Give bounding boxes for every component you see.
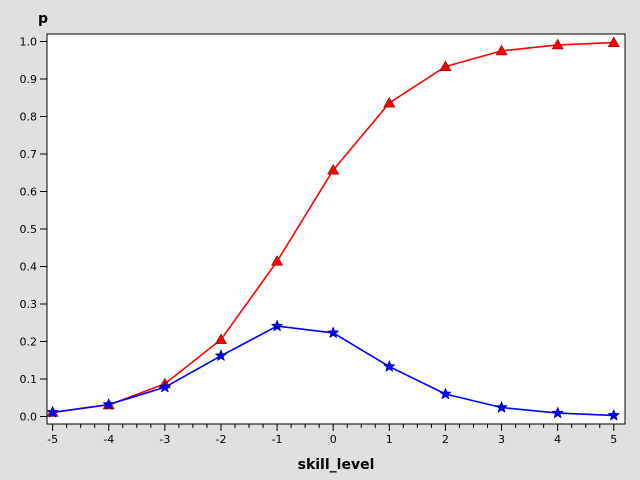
series-layer xyxy=(46,36,621,421)
x-tick-label: 3 xyxy=(498,433,505,446)
y-tick-label: 0.8 xyxy=(20,111,38,124)
y-axis-label: p xyxy=(38,11,48,27)
star-marker xyxy=(158,380,172,393)
y-tick-label: 0.6 xyxy=(20,186,38,199)
y-axis-ticks: 0.0 0.1 0.2 0.3 0.4 0.5 0.6 0.7 0.8 0.9 1.0 xyxy=(20,36,47,424)
triangle-marker xyxy=(271,255,284,266)
y-tick-label: 0.5 xyxy=(20,223,38,236)
y-tick-label: 0.3 xyxy=(20,298,38,311)
x-tick-label: -3 xyxy=(159,433,170,446)
x-tick-label: 4 xyxy=(554,433,561,446)
star-marker xyxy=(270,319,284,332)
x-tick-label: 5 xyxy=(610,433,617,446)
y-tick-label: 0.7 xyxy=(20,148,38,161)
star-marker xyxy=(326,326,340,339)
triangle-marker xyxy=(607,36,620,48)
star-marker xyxy=(102,397,116,410)
y-tick-label: 0.4 xyxy=(20,261,38,274)
x-tick-label: -2 xyxy=(215,433,226,446)
star-marker xyxy=(495,400,508,413)
y-tick-label: 0.2 xyxy=(20,336,38,349)
x-tick-label: -1 xyxy=(272,433,283,446)
triangle-marker xyxy=(495,44,508,56)
x-tick-label: -5 xyxy=(47,433,58,446)
plot-area xyxy=(46,33,626,425)
star-marker xyxy=(382,359,396,373)
triangle-marker xyxy=(551,38,564,50)
triangle-marker xyxy=(214,333,227,345)
x-axis-ticks: -5 -4 -3 -2 -1 0 1 2 3 4 5 xyxy=(47,424,617,446)
y-tick-label: 0.1 xyxy=(20,373,38,386)
triangle-marker xyxy=(439,60,452,72)
x-tick-label: 2 xyxy=(442,433,449,446)
star-marker xyxy=(439,387,452,400)
triangle-marker xyxy=(327,164,340,175)
triangle-marker xyxy=(383,96,396,108)
x-tick-label: 0 xyxy=(330,433,337,446)
y-tick-label: 1.0 xyxy=(20,36,38,49)
star-marker xyxy=(214,349,228,362)
x-axis-label: skill_level xyxy=(298,457,375,473)
star-marker xyxy=(46,405,59,418)
star-marker xyxy=(607,408,621,421)
y-tick-label: 0.0 xyxy=(20,411,38,424)
y-tick-label: 0.9 xyxy=(20,73,38,86)
x-tick-label: -4 xyxy=(103,433,114,446)
x-tick-label: 1 xyxy=(386,433,393,446)
star-marker xyxy=(551,406,565,419)
